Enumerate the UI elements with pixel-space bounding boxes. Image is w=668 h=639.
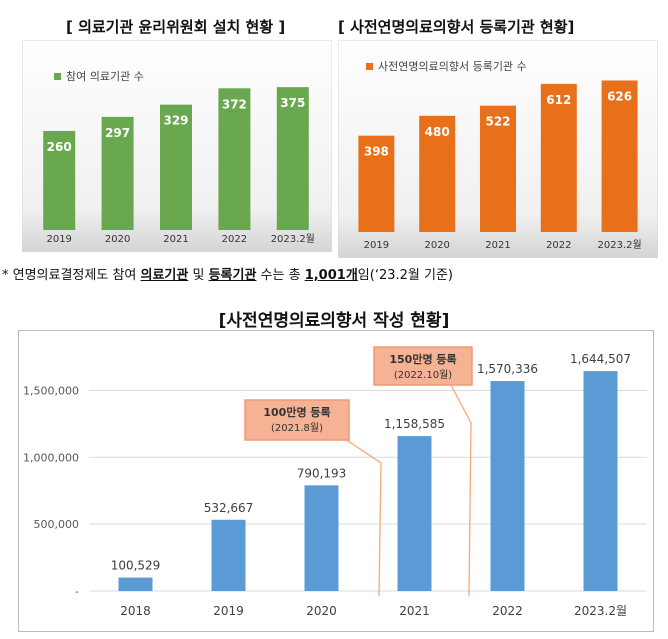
- data-label: 1,644,507: [570, 352, 631, 366]
- bar: [358, 135, 395, 232]
- bar: [211, 519, 246, 591]
- annotation-date: (2021.8월): [271, 422, 323, 434]
- x-tick-label: 2022: [492, 604, 523, 618]
- bar: [101, 116, 134, 230]
- bar: [540, 83, 577, 232]
- x-tick-label: 2018: [120, 604, 151, 618]
- chart1-panel: 참여 의료기관 수 260 2019 297 2020 329 2021 372 2022 375…: [22, 40, 332, 252]
- bar: [601, 80, 638, 232]
- chart1-title: [ 의료기관 윤리위원회 설치 현황 ]: [66, 18, 286, 36]
- bar: [304, 485, 339, 591]
- x-tick-label: 2019: [213, 604, 244, 618]
- data-label: 480: [425, 125, 450, 139]
- data-label: 100,529: [111, 559, 161, 573]
- annotation-box: [244, 399, 350, 441]
- x-tick-label: 2019: [46, 234, 71, 245]
- bar: [218, 88, 251, 231]
- data-label: 522: [485, 115, 510, 129]
- annotation-leader-line: [344, 438, 382, 597]
- x-tick-label: 2023.2월: [271, 233, 315, 245]
- legend-swatch: [366, 63, 373, 70]
- footnote-and: 및: [188, 268, 209, 283]
- data-label: 612: [546, 93, 571, 107]
- chart2-panel: 사전연명의료의향서 등록기관 수 398 2019 480 2020 522 2021 612…: [338, 40, 658, 258]
- chart2-title: [ 사전연명의료의향서 등록기관 현황]: [338, 18, 575, 36]
- legend-label: 사전연명의료의향서 등록기관 수: [378, 60, 527, 73]
- footnote: * 연명의료결정제도 참여 의료기관 및 등록기관 수는 총 1,001개임(‘…: [2, 264, 453, 283]
- data-label: 1,570,336: [477, 362, 538, 376]
- data-label: 260: [47, 140, 72, 154]
- x-tick-label: 2022: [222, 234, 247, 245]
- x-tick-label: 2021: [399, 604, 430, 618]
- x-tick-label: 2023.2월: [574, 604, 627, 618]
- data-label: 790,193: [297, 466, 347, 480]
- x-tick-label: 2023.2월: [597, 239, 641, 251]
- footnote-mid: 수는 총: [256, 268, 305, 283]
- chart3-panel: - 500,000 1,000,000 1,500,000 100,529 2018 532…: [18, 330, 654, 632]
- x-tick-label: 2021: [163, 234, 188, 245]
- legend-label: 참여 의료기관 수: [66, 70, 144, 83]
- bar: [43, 130, 76, 230]
- annotation-text: 100만명 등록: [263, 405, 330, 419]
- chart3-svg: - 500,000 1,000,000 1,500,000 100,529 2018 532…: [23, 346, 647, 618]
- data-label: 297: [105, 126, 130, 140]
- x-tick-label: 2020: [424, 240, 449, 251]
- x-tick-label: 2019: [364, 240, 389, 251]
- footnote-prefix: * 연명의료결정제도 참여: [2, 268, 141, 283]
- data-label: 532,667: [204, 501, 254, 515]
- bar: [160, 104, 192, 230]
- data-label: 372: [222, 97, 247, 111]
- bar: [419, 115, 456, 232]
- footnote-term1: 의료기관: [140, 268, 189, 283]
- x-tick-label: 2022: [546, 240, 571, 251]
- y-tick-label: 1,000,000: [23, 451, 79, 464]
- data-label: 329: [163, 114, 188, 128]
- footnote-suffix: 임(‘23.2월 기준): [357, 268, 453, 283]
- chart2-svg: 사전연명의료의향서 등록기관 수 398 2019 480 2020 522 2021 612…: [338, 40, 658, 258]
- chart3-title: [사전연명의료의향서 작성 현황]: [218, 311, 450, 331]
- annotation-box: [373, 346, 473, 386]
- bar: [583, 371, 618, 591]
- y-tick-label: 500,000: [34, 518, 80, 531]
- annotation-text: 150만명 등록: [389, 352, 456, 366]
- data-label: 375: [280, 96, 305, 110]
- footnote-total: 1,001개: [304, 268, 358, 283]
- annotation-leader-line: [450, 384, 472, 597]
- data-label: 398: [364, 145, 389, 159]
- data-label: 626: [607, 89, 632, 103]
- bar: [118, 577, 153, 591]
- bar: [397, 436, 432, 591]
- chart1-svg: 참여 의료기관 수 260 2019 297 2020 329 2021 372 2022 375…: [22, 40, 332, 252]
- bar: [276, 87, 309, 230]
- bar: [480, 105, 516, 232]
- bar: [490, 381, 525, 591]
- x-tick-label: 2021: [485, 240, 510, 251]
- legend-swatch: [54, 73, 61, 80]
- x-tick-label: 2020: [306, 604, 337, 618]
- annotation-date: (2022.10월): [394, 369, 452, 381]
- y-tick-label: -: [75, 585, 79, 598]
- data-label: 1,158,585: [384, 417, 445, 431]
- x-tick-label: 2020: [105, 234, 130, 245]
- footnote-term2: 등록기관: [208, 268, 257, 283]
- y-tick-label: 1,500,000: [23, 384, 79, 397]
